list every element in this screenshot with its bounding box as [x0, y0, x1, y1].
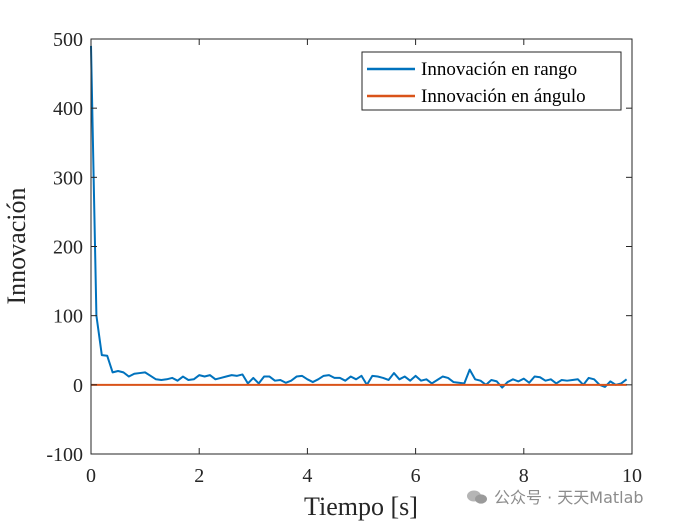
plot-frame: [90, 38, 633, 455]
x-tick-label: 10: [622, 465, 642, 487]
x-tick-label: 4: [302, 465, 312, 487]
x-tick-label: 8: [519, 465, 529, 487]
x-tick-label: 6: [411, 465, 421, 487]
y-axis-title: Innovación: [2, 188, 31, 305]
x-tick-label: 2: [194, 465, 204, 487]
y-tick-label: 100: [53, 306, 83, 328]
legend-label-1: Innovación en rango: [421, 59, 577, 80]
y-tick-label: 0: [73, 375, 83, 397]
x-axis-title: Tiempo [s]: [304, 492, 418, 521]
watermark: 公众号 · 天天Matlab: [466, 484, 644, 508]
y-tick-label: 400: [53, 98, 83, 120]
watermark-text: 公众号 · 天天Matlab: [494, 488, 644, 507]
y-tick-label: 300: [53, 167, 83, 189]
series-layer: [90, 45, 628, 389]
legend: Innovación en rango Innovación en ángulo: [361, 51, 622, 111]
legend-box: [361, 51, 622, 111]
y-tick-label: -100: [46, 444, 83, 466]
series-line-1: [90, 45, 628, 389]
legend-label-2: Innovación en ángulo: [421, 86, 586, 107]
wechat-icon: [467, 490, 487, 504]
y-tick-label: 200: [53, 237, 83, 259]
x-tick-label: 0: [86, 465, 96, 487]
y-tick-label: 500: [53, 29, 83, 51]
